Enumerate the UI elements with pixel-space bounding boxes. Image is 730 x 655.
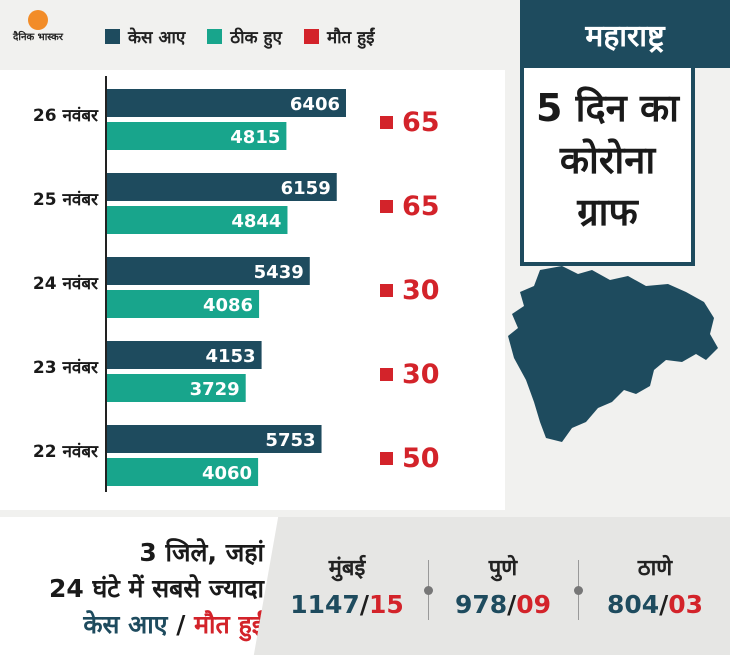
legend-label-cases: केस आए xyxy=(128,27,186,48)
legend-swatch-cases xyxy=(105,28,120,44)
heading-slash: / xyxy=(167,610,195,639)
city-thane: ठाणे 804/03 xyxy=(590,552,720,619)
caption-line-3: ग्राफ xyxy=(577,190,638,234)
city-separator: / xyxy=(659,590,669,619)
bar-cases xyxy=(106,425,322,453)
city-deaths: 09 xyxy=(516,590,552,619)
city-deaths: 03 xyxy=(668,590,704,619)
heading-line-2: 24 घंटे में सबसे ज्यादा xyxy=(48,574,264,603)
caption-line-2: कोरोना xyxy=(559,138,656,182)
death-value-label: 65 xyxy=(402,107,440,138)
category-label: 24 नवंबर xyxy=(33,274,99,294)
state-title: महाराष्ट्र xyxy=(585,19,665,54)
divider xyxy=(574,560,583,620)
death-marker xyxy=(380,200,393,213)
death-value-label: 50 xyxy=(402,443,440,474)
city-cases: 804 xyxy=(606,590,660,619)
city-separator: / xyxy=(507,590,517,619)
category-label: 22 नवंबर xyxy=(33,442,99,462)
bar-cases xyxy=(106,173,337,201)
bar-recovered xyxy=(106,206,288,234)
legend-item-recovered: ठीक हुए xyxy=(207,25,282,48)
bar-cases-label: 5753 xyxy=(265,430,315,451)
death-marker xyxy=(380,284,393,297)
divider xyxy=(424,560,433,620)
bhaskar-logo: दैनिक भास्कर xyxy=(12,10,64,58)
category-label: 26 नवंबर xyxy=(33,106,99,126)
logo-text: दैनिक भास्कर xyxy=(13,32,63,43)
legend-item-deaths: मौत हुईं xyxy=(303,25,375,48)
death-marker xyxy=(380,368,393,381)
legend-swatch-recovered xyxy=(207,28,223,44)
legend-label-recovered: ठीक हुए xyxy=(230,27,282,48)
bar-recovered-label: 4815 xyxy=(230,127,280,148)
city-pune: पुणे 978/09 xyxy=(438,552,568,619)
heading-cases: केस आए xyxy=(83,610,168,639)
city-cases: 1147 xyxy=(290,590,360,619)
city-separator: / xyxy=(359,590,369,619)
category-label: 23 नवंबर xyxy=(33,358,99,378)
bar-cases xyxy=(106,257,310,285)
bar-recovered xyxy=(106,122,287,150)
death-marker xyxy=(380,116,393,129)
maharashtra-map-icon xyxy=(508,266,718,442)
bar-cases-label: 5439 xyxy=(254,262,304,283)
legend-item-cases: केस आए xyxy=(105,25,185,48)
divider-dot xyxy=(424,586,433,595)
bar-recovered xyxy=(106,374,246,402)
bar-cases-label: 6159 xyxy=(281,178,331,199)
divider-dot xyxy=(574,586,583,595)
top-districts-heading: 3 जिले, जहां 24 घंटे में सबसे ज्यादा केस… xyxy=(0,517,278,655)
bar-recovered-label: 4086 xyxy=(203,295,253,316)
districts-panel xyxy=(290,517,730,655)
heading-line-1: 3 जिले, जहां xyxy=(139,538,264,567)
caption-line-1: 5 दिन का xyxy=(535,86,680,130)
legend-label-deaths: मौत हुईं xyxy=(326,27,375,48)
heading-line-3: केस आए / मौत हुईं xyxy=(83,607,264,641)
chart-legend: केस आए ठीक हुए मौत हुईं xyxy=(105,24,397,48)
city-values: 1147/15 xyxy=(282,590,412,619)
bar-cases-label: 6406 xyxy=(290,94,340,115)
city-values: 804/03 xyxy=(590,590,720,619)
heading-deaths: मौत हुईं xyxy=(194,610,264,639)
bar-recovered xyxy=(106,290,260,318)
bar-recovered xyxy=(106,458,259,486)
city-name: पुणे xyxy=(488,556,518,581)
category-label: 25 नवंबर xyxy=(33,190,99,210)
city-name: ठाणे xyxy=(637,556,673,581)
state-title-box: महाराष्ट्र xyxy=(520,0,730,68)
bar-cases xyxy=(106,89,346,117)
sun-logo-icon xyxy=(28,10,48,30)
city-name: मुंबई xyxy=(328,556,366,581)
city-deaths: 15 xyxy=(368,590,404,619)
bar-recovered-label: 4844 xyxy=(231,211,281,232)
city-cases: 978 xyxy=(454,590,508,619)
legend-swatch-deaths xyxy=(303,28,319,44)
death-marker xyxy=(380,452,393,465)
city-mumbai: मुंबई 1147/15 xyxy=(282,552,412,619)
bar-recovered-label: 3729 xyxy=(190,379,240,400)
bar-recovered-label: 4060 xyxy=(202,463,252,484)
death-value-label: 30 xyxy=(402,359,440,390)
bar-cases xyxy=(106,341,262,369)
bar-cases-label: 4153 xyxy=(205,346,255,367)
city-values: 978/09 xyxy=(438,590,568,619)
graph-caption-box: 5 दिन का कोरोना ग्राफ xyxy=(520,68,695,266)
death-value-label: 30 xyxy=(402,275,440,306)
death-value-label: 65 xyxy=(402,191,440,222)
